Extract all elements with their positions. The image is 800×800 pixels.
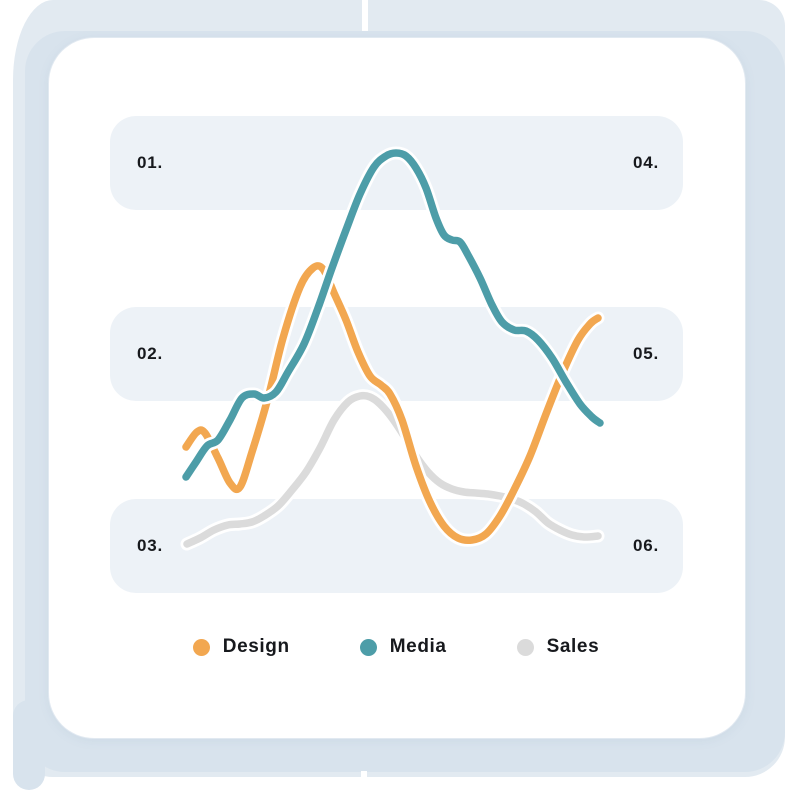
legend-label-sales: Sales: [546, 636, 600, 657]
backdrop-gap-top: [362, 0, 368, 31]
row-label-04: 04.: [632, 153, 659, 172]
row-band-3: 03. 06.: [110, 499, 683, 593]
row-label-06: 06.: [632, 536, 659, 555]
row-band-2: 02. 05.: [110, 307, 683, 401]
media-series-dot-icon: [359, 638, 377, 656]
row-label-05: 05.: [632, 344, 659, 363]
legend-item-media: Media: [359, 636, 447, 658]
backdrop-gap-bottom: [361, 771, 367, 777]
legend-item-design: Design: [192, 636, 290, 658]
legend-label-media: Media: [389, 636, 447, 657]
backdrop-tab-bottom-left: [13, 700, 45, 790]
row-label-01: 01.: [137, 153, 164, 172]
sales-series-dot-icon: [516, 638, 534, 656]
row-band-1: 01. 04.: [110, 116, 683, 210]
legend-label-design: Design: [222, 636, 290, 657]
chart-legend: Design Media Sales: [48, 636, 744, 658]
design-series-dot-icon: [192, 638, 210, 656]
row-label-03: 03.: [137, 536, 164, 555]
row-label-02: 02.: [137, 344, 164, 363]
legend-item-sales: Sales: [516, 636, 600, 658]
